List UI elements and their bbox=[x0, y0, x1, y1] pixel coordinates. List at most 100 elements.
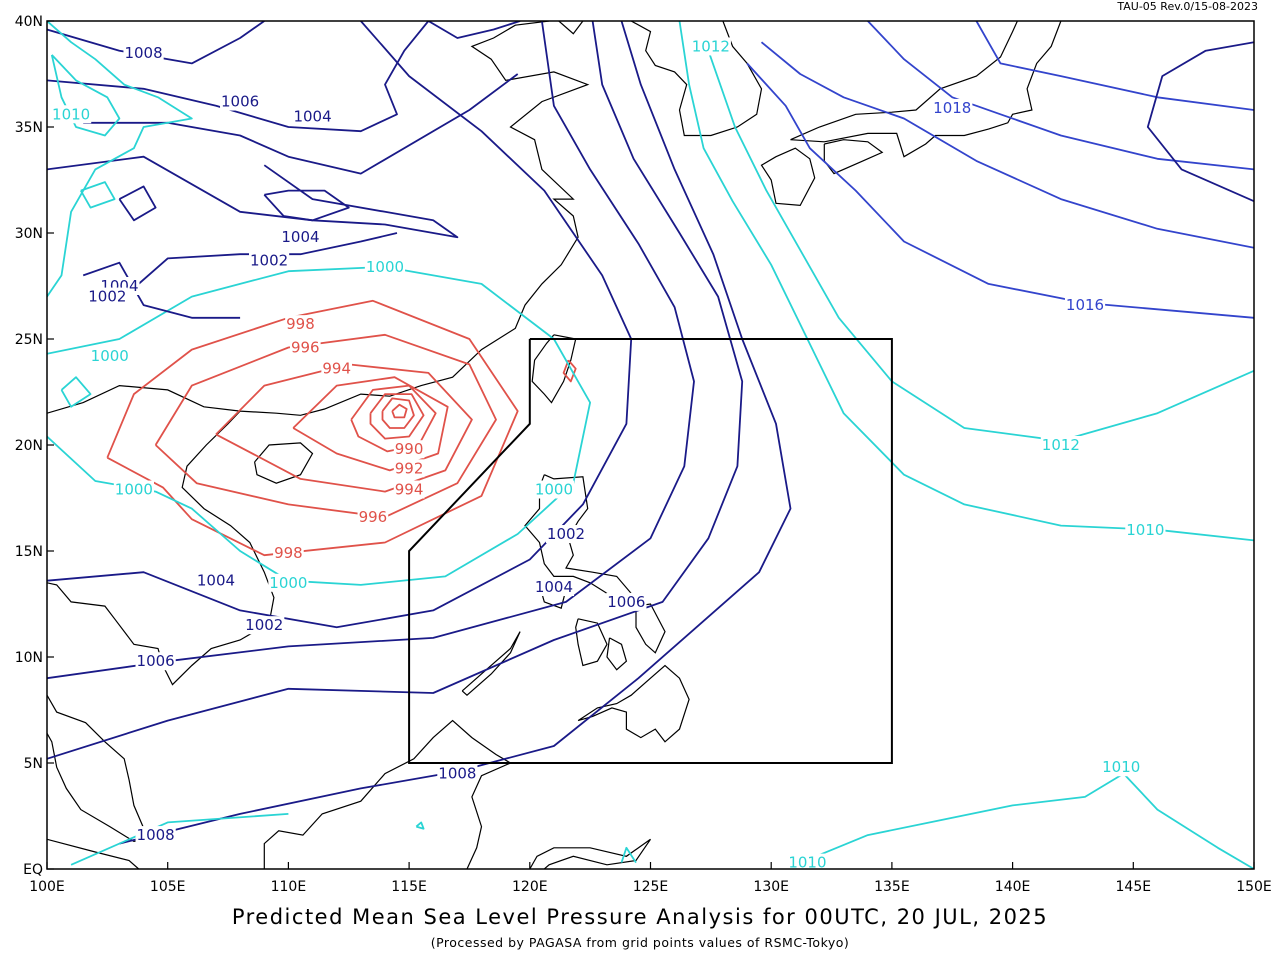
isobar-label-bg bbox=[292, 107, 333, 126]
isobar-label-32: 1012 bbox=[1042, 436, 1080, 454]
isobar-label-bg bbox=[87, 287, 128, 306]
isobar-label-bg bbox=[135, 826, 176, 845]
x-tick-label-2: 110E bbox=[271, 879, 307, 895]
y-tick-label-5: 25N bbox=[15, 332, 43, 348]
isobar-label-bg bbox=[1064, 296, 1106, 315]
isobar-label-25: 1006 bbox=[607, 593, 645, 611]
isobar-line-37 bbox=[415, 821, 425, 830]
isobar-label-bg bbox=[787, 853, 828, 872]
isobar-line-18 bbox=[746, 62, 1254, 319]
isobar-line-33 bbox=[47, 21, 193, 298]
revision-label: TAU-05 Rev.0/15-08-2023 bbox=[1117, 0, 1258, 13]
coastline-12 bbox=[263, 719, 512, 869]
isobar-label-0: 1008 bbox=[124, 44, 162, 62]
isobar-line-2 bbox=[215, 363, 473, 493]
isobar-label-bg bbox=[393, 480, 425, 499]
isobar-line-35 bbox=[60, 376, 92, 408]
x-tick-label-8: 140E bbox=[995, 879, 1031, 895]
isobar-line-6 bbox=[381, 397, 415, 429]
isobar-label-23: 1002 bbox=[245, 616, 283, 634]
isobar-label-bg bbox=[285, 315, 316, 334]
isobar-label-11: 994 bbox=[322, 360, 351, 378]
isobar-label-bg bbox=[606, 592, 647, 611]
isobar-line-24 bbox=[47, 21, 430, 133]
x-tick-label-10: 150E bbox=[1236, 879, 1272, 895]
isobar-line-3 bbox=[292, 376, 449, 472]
y-tick-label-6: 30N bbox=[15, 226, 43, 242]
isobar-line-17 bbox=[707, 50, 1254, 442]
isobar-label-bg bbox=[280, 228, 321, 247]
isobar-label-12: 990 bbox=[395, 440, 424, 458]
isobar-label-bg bbox=[244, 616, 285, 635]
isobar-label-24: 1004 bbox=[535, 578, 573, 596]
coastline-19 bbox=[461, 631, 521, 697]
isobar-label-30: 1010 bbox=[1102, 758, 1140, 776]
isobar-label-26: 1006 bbox=[137, 652, 175, 670]
isobar-label-13: 992 bbox=[395, 459, 424, 477]
x-tick-label-0: 100E bbox=[29, 879, 65, 895]
isobar-line-29 bbox=[118, 185, 157, 222]
isobar-label-bg bbox=[545, 525, 587, 544]
isobar-label-bg bbox=[135, 652, 176, 671]
y-tick-label-4: 20N bbox=[15, 438, 43, 454]
coastlines bbox=[47, 21, 1062, 869]
isobar-label-19: 1000 bbox=[269, 574, 307, 592]
isobar-label-bg bbox=[357, 508, 389, 527]
isobar-label-31: 1010 bbox=[1126, 521, 1164, 539]
y-tick-label-1: 5N bbox=[24, 756, 43, 772]
isobar-line-15 bbox=[794, 772, 1254, 869]
isobar-label-bg bbox=[364, 257, 406, 276]
isobar-line-8 bbox=[562, 359, 577, 383]
isobar-label-bg bbox=[123, 43, 164, 62]
y-tick-label-7: 35N bbox=[15, 120, 43, 136]
y-tick-label-3: 15N bbox=[15, 544, 43, 560]
y-tick-label-8: 40N bbox=[15, 14, 43, 30]
x-tick-label-4: 120E bbox=[512, 879, 548, 895]
isobar-label-34: 1018 bbox=[933, 99, 971, 117]
y-tick-label-0: EQ bbox=[23, 862, 43, 878]
chart-subtitle: (Processed by PAGASA from grid points va… bbox=[430, 935, 850, 950]
isobar-label-bg bbox=[273, 544, 304, 563]
isobar-label-bg bbox=[1040, 436, 1081, 454]
coastline-7 bbox=[531, 334, 577, 404]
isobar-line-13 bbox=[119, 21, 792, 845]
isobar-label-bg bbox=[220, 92, 261, 111]
chart-title: Predicted Mean Sea Level Pressure Analys… bbox=[231, 905, 1049, 929]
y-tick-label-2: 10N bbox=[15, 650, 43, 666]
isobar-line-34 bbox=[80, 181, 116, 209]
isobar-label-18: 1000 bbox=[115, 481, 153, 499]
coastline-1 bbox=[558, 21, 584, 35]
axis-ticks: 100E 105E 110E 115E 120E 125E 130E 135E 140E 145E… bbox=[15, 14, 1272, 895]
isobar-line-36 bbox=[620, 846, 637, 864]
isobar-label-bg bbox=[533, 578, 575, 597]
isobar-label-9: 998 bbox=[286, 315, 315, 333]
isobar-label-29: 1010 bbox=[788, 854, 826, 872]
isobar-line-14 bbox=[70, 813, 289, 866]
isobar-line-11 bbox=[47, 21, 695, 680]
isobar-line-5 bbox=[369, 393, 425, 440]
isobar-line-12 bbox=[47, 21, 744, 760]
coastline-11 bbox=[47, 838, 140, 869]
isobar-label-10: 996 bbox=[291, 338, 320, 356]
isobar-label-3: 1010 bbox=[52, 105, 90, 123]
isobar-label-8: 1000 bbox=[366, 258, 404, 276]
x-tick-label-9: 145E bbox=[1116, 879, 1152, 895]
isobar-label-21: 1002 bbox=[547, 525, 585, 543]
isobar-label-bg bbox=[690, 37, 731, 56]
isobar-label-bg bbox=[89, 346, 130, 365]
isobar-line-26 bbox=[47, 155, 459, 239]
isobar-line-16 bbox=[678, 21, 1254, 542]
coastline-13 bbox=[529, 838, 651, 869]
x-tick-label-3: 115E bbox=[391, 879, 427, 895]
isobar-line-30 bbox=[263, 189, 350, 222]
isobar-label-bg bbox=[533, 480, 575, 499]
isobar-label-bg bbox=[437, 764, 478, 783]
isobar-line-0 bbox=[106, 299, 519, 557]
isobar-label-bg bbox=[289, 338, 321, 357]
isobar-label-35: 1012 bbox=[692, 37, 730, 55]
coastline-17 bbox=[606, 637, 628, 671]
isobar-label-33: 1016 bbox=[1066, 296, 1104, 314]
isobar-label-bg bbox=[932, 98, 973, 117]
coastline-2 bbox=[630, 21, 763, 137]
